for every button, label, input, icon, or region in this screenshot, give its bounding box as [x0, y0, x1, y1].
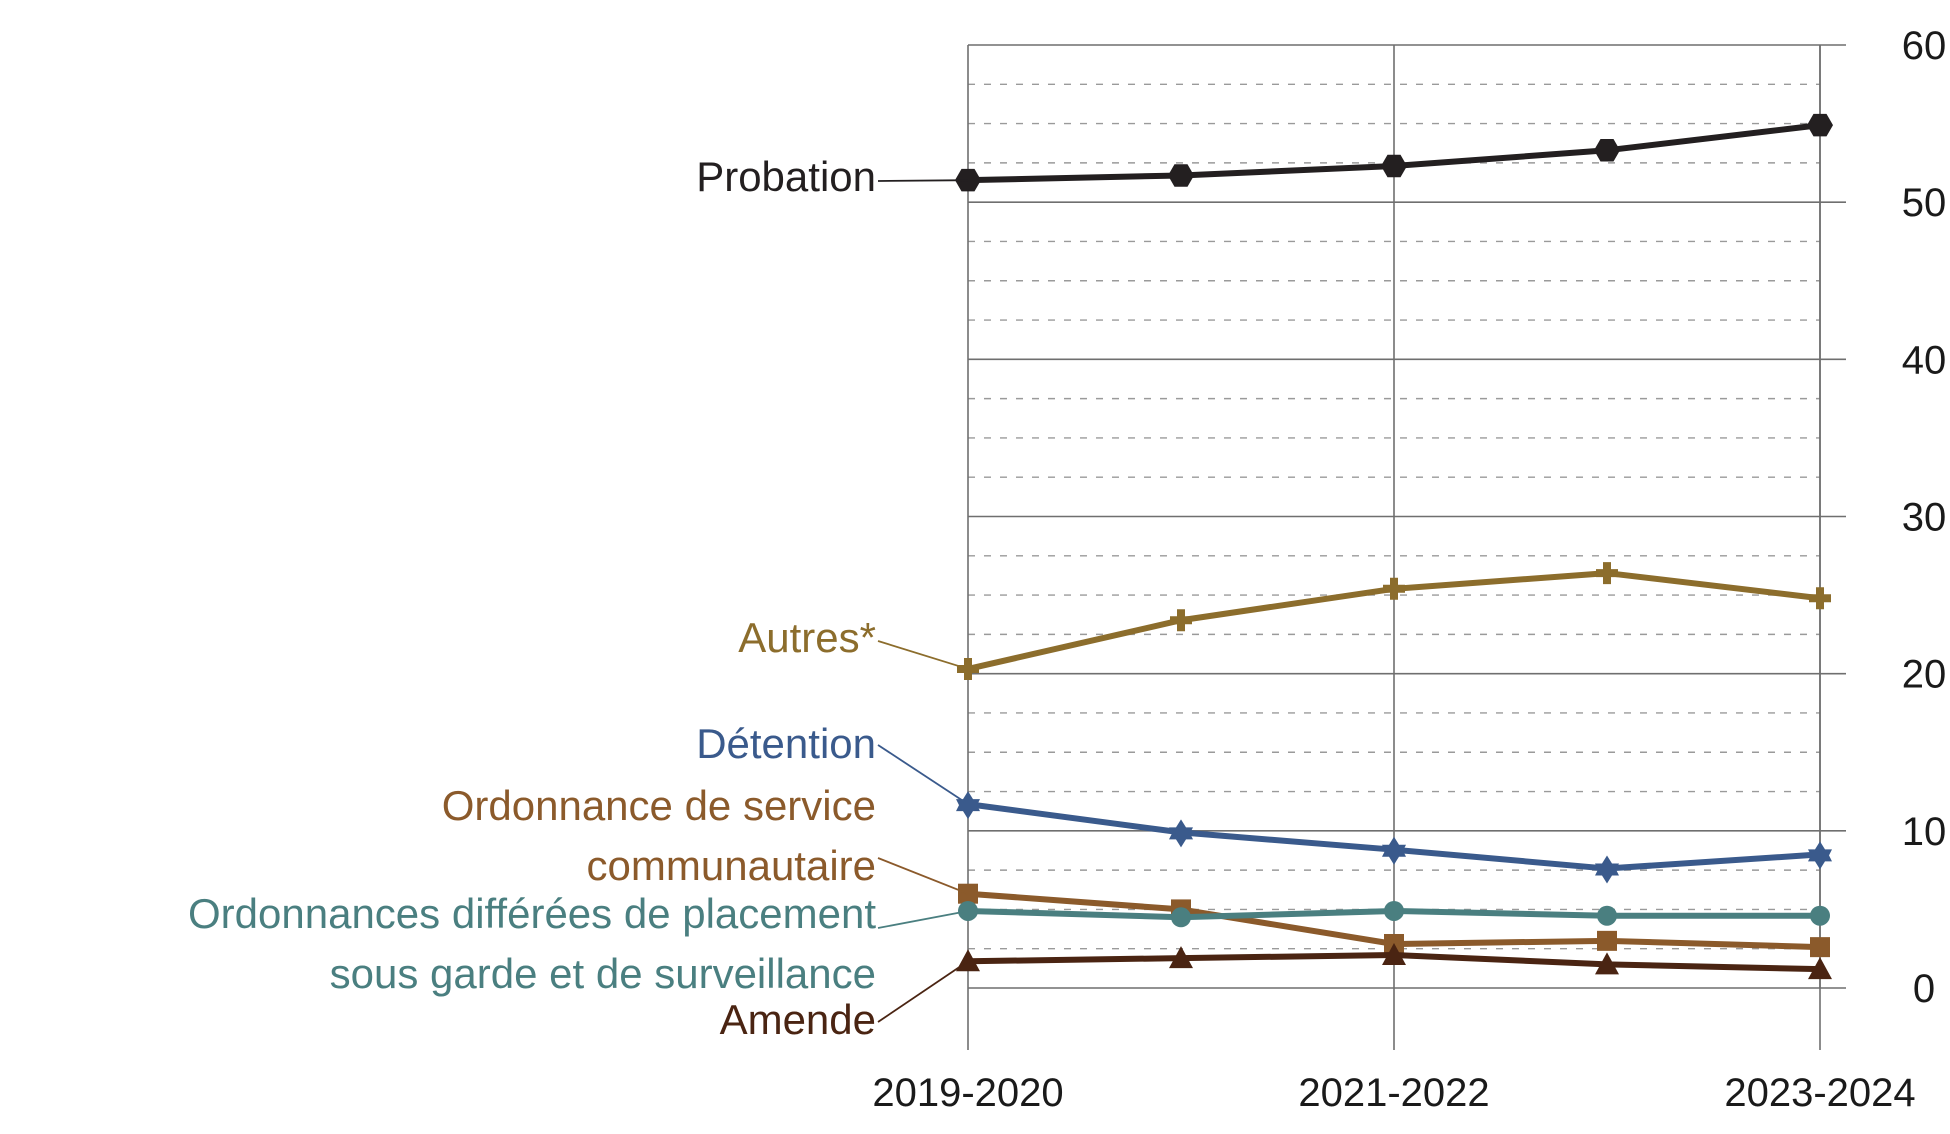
y-tick-label: 0 [1913, 967, 1935, 1011]
series-layer [955, 113, 1833, 980]
marker-star [1169, 819, 1193, 848]
series-label: communautaire [587, 842, 876, 889]
series-label: sous garde et de surveillance [330, 950, 876, 997]
grid [967, 44, 1821, 988]
x-tick-label: 2019-2020 [872, 1071, 1063, 1115]
y-tick-label: 20 [1902, 653, 1947, 697]
x-tick-label: 2021-2022 [1298, 1071, 1489, 1115]
marker-circle [1810, 905, 1830, 926]
y-tick-label: 50 [1902, 181, 1947, 225]
marker-circle [1171, 907, 1191, 928]
label-leader-line [877, 960, 969, 1023]
label-leader-line [877, 640, 969, 670]
y-tick-label: 40 [1902, 338, 1947, 382]
label-leader-line [877, 179, 969, 182]
label-leader-line [877, 910, 969, 929]
axes: 0 10 20 30 40 50 60 2019-2020 2021-2022 2023-2024 [872, 24, 1946, 1115]
marker-plus [1383, 577, 1405, 600]
x-tick-label: 2023-2024 [1724, 1071, 1915, 1115]
series-label: Détention [696, 720, 876, 767]
marker-hexagon [1807, 113, 1833, 137]
marker-triangle [1169, 946, 1193, 969]
series-labels: Probation Autres* Détention Ordonnance de s… [188, 153, 969, 1043]
marker-triangle [1808, 957, 1832, 980]
y-tick-label: 30 [1902, 496, 1947, 540]
series-d-tention [956, 791, 1832, 884]
series-label: Ordonnance de service [442, 782, 876, 829]
series-label: Ordonnances différées de placement [188, 890, 876, 937]
marker-circle [1384, 900, 1404, 921]
marker-square [1810, 937, 1830, 958]
marker-star [1595, 855, 1619, 884]
marker-square [1597, 930, 1617, 951]
marker-plus [1809, 587, 1831, 610]
marker-circle [1597, 905, 1617, 926]
marker-hexagon [1594, 139, 1620, 162]
series-label: Autres* [738, 614, 876, 661]
marker-triangle [1382, 942, 1406, 965]
y-tick-label: 60 [1902, 24, 1947, 68]
series-probation [955, 113, 1833, 192]
label-leader-line [877, 744, 969, 805]
series-label: Amende [720, 996, 876, 1043]
marker-star [1382, 836, 1406, 865]
label-leader-line [877, 857, 969, 895]
marker-plus [1596, 562, 1618, 585]
marker-star [1808, 841, 1832, 870]
y-tick-label: 10 [1902, 810, 1947, 854]
marker-hexagon [1381, 154, 1407, 178]
marker-triangle [1595, 952, 1619, 975]
marker-star [956, 791, 980, 820]
series-label: Probation [696, 153, 876, 200]
marker-plus [1170, 609, 1192, 632]
marker-hexagon [1168, 164, 1194, 187]
